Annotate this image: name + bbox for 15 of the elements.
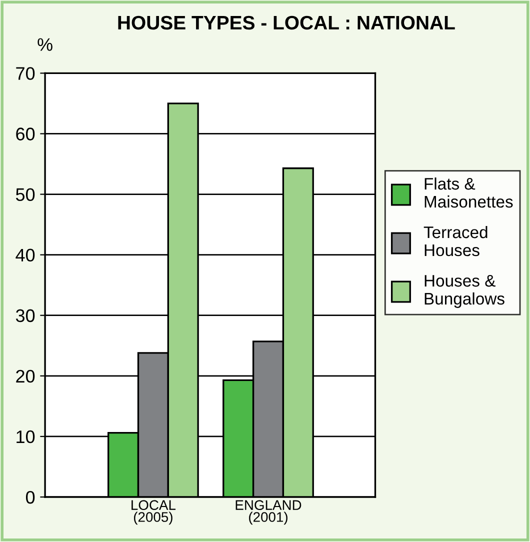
legend-label: Houses & Bungalows: [424, 275, 504, 308]
legend-label: Flats & Maisonettes: [424, 177, 513, 208]
x-tick-label: LOCAL (2005): [132, 500, 176, 525]
y-tick-label: 40: [16, 248, 35, 262]
y-tick-label: 70: [16, 67, 35, 80]
y-tick-label: 50: [16, 188, 35, 201]
y-tick-label: 60: [16, 128, 35, 140]
chart-title: HOUSE TYPES - LOCAL : NATIONAL: [118, 16, 455, 30]
y-axis-title: %: [38, 38, 52, 51]
legend-label: Terraced Houses: [424, 226, 488, 256]
y-tick-label: 10: [16, 430, 35, 444]
y-tick-label: 0: [26, 490, 35, 504]
y-tick-label: 20: [16, 370, 35, 383]
x-tick-label: ENGLAND (2001): [236, 500, 302, 525]
y-tick-label: 30: [16, 309, 35, 322]
